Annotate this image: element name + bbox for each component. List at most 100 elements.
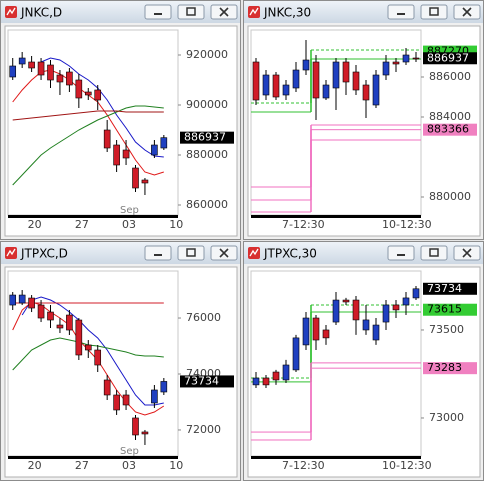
x-tick-label: 27 (75, 459, 89, 472)
candle-body (47, 311, 54, 321)
candle-body (362, 84, 370, 101)
candle-body (9, 294, 17, 306)
candle-body (94, 349, 102, 366)
button-face (177, 4, 205, 20)
button-glyph (462, 248, 472, 258)
price-tag-label: 886937 (427, 51, 469, 64)
candle-body (18, 57, 26, 65)
price-tag-label: 883366 (427, 123, 469, 136)
price-tag (423, 303, 477, 316)
y-tick-label: 73000 (429, 411, 464, 424)
candle-body (103, 129, 111, 149)
candle-body (292, 337, 300, 371)
candle-body (132, 417, 139, 436)
button-face (144, 245, 172, 261)
candle-body (66, 71, 73, 86)
restore-button[interactable] (177, 245, 205, 261)
candle-body (56, 74, 64, 83)
candle-body (292, 69, 300, 89)
button-face (420, 4, 448, 20)
window-icon-glyph (6, 248, 16, 257)
y-tick-label: 860000 (186, 198, 228, 211)
candle-body (37, 304, 45, 319)
plot-area (7, 270, 179, 457)
y-tick-label: 886000 (429, 70, 471, 83)
price-tag-label: 73615 (427, 303, 462, 316)
candle-body (392, 61, 400, 65)
chart-window: JNKC,D 860000 880000 900000 920000 20 27 03 10 Se… (0, 0, 241, 240)
candle-body (151, 389, 158, 404)
candle-body (302, 317, 310, 346)
candle-body (392, 304, 400, 311)
candle-body (113, 394, 120, 411)
candle-body (262, 377, 270, 386)
candle-body (84, 91, 92, 96)
candle-body (151, 144, 158, 156)
price-tag-label: 73734 (184, 374, 219, 387)
button-glyph (186, 248, 196, 257)
close-button[interactable] (453, 4, 481, 20)
candle-body (382, 61, 390, 76)
x-tick-label: 20 (28, 459, 42, 472)
candle-body (160, 381, 168, 393)
x-tick-label: 7-12:30 (282, 218, 325, 231)
close-button[interactable] (453, 245, 481, 261)
candle-body (402, 297, 410, 306)
button-face (177, 245, 205, 261)
window-title: JTPXC,D (20, 247, 68, 261)
price-tag-label: 886937 (184, 131, 226, 144)
candle-body (332, 299, 340, 323)
x-tick-label: 7-12:30 (282, 459, 325, 472)
window-icon-glyph (249, 248, 259, 257)
chart-window: JTPXC,30 73000 73500 7-12:30 10-12:30 73734 73… (243, 241, 484, 481)
candle-body (56, 324, 64, 329)
price-tag (180, 375, 234, 388)
close-button[interactable] (210, 4, 238, 20)
window-icon-glyph (249, 7, 259, 16)
candle-body (282, 364, 290, 381)
minimize-button[interactable] (387, 245, 415, 261)
minimize-button[interactable] (387, 4, 415, 20)
moving-average (12, 105, 164, 186)
minimize-button[interactable] (144, 4, 172, 20)
button-glyph (219, 248, 229, 258)
candle-body (75, 319, 83, 356)
candle-body (94, 89, 102, 101)
moving-average (40, 57, 164, 158)
price-tag-label: 73283 (427, 361, 462, 374)
x-tick-label: 10-12:30 (382, 459, 432, 472)
close-button[interactable] (210, 245, 238, 261)
window-title: JNKC,30 (263, 6, 311, 20)
x-tick-label: 27 (75, 218, 89, 231)
candle-body (262, 74, 270, 96)
candle-body (412, 288, 420, 299)
y-tick-label: 920000 (186, 48, 228, 61)
y-tick-label: 884000 (429, 110, 471, 123)
candle-body (75, 79, 83, 99)
button-glyph (186, 7, 196, 16)
candle-body (302, 59, 310, 71)
candle-body (132, 167, 139, 189)
candle-body (342, 61, 350, 83)
candle-body (372, 74, 380, 106)
candle-body (18, 294, 26, 304)
minimize-button[interactable] (144, 245, 172, 261)
restore-button[interactable] (177, 4, 205, 20)
price-tag (180, 131, 234, 144)
candle-body (322, 329, 330, 339)
candle-body (28, 297, 35, 309)
candle-body (282, 84, 290, 96)
button-glyph (429, 248, 439, 257)
x-tick-label: 20 (28, 218, 42, 231)
y-tick-label: 72000 (186, 423, 221, 436)
month-label: Sep (120, 205, 139, 216)
restore-button[interactable] (420, 4, 448, 20)
candle-body (252, 377, 260, 386)
candle-body (272, 74, 280, 98)
candle-body (312, 317, 320, 341)
price-tag-label: 73734 (427, 282, 462, 295)
x-tick-label: 10 (169, 218, 183, 231)
candle-body (28, 61, 35, 69)
restore-button[interactable] (420, 245, 448, 261)
